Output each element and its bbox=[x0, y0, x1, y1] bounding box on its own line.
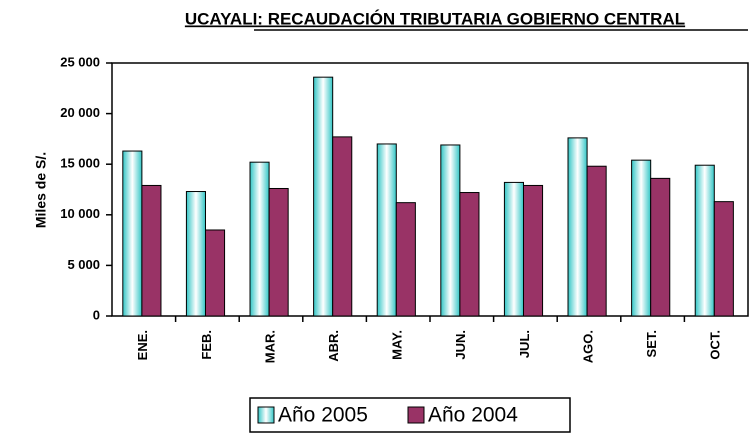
bar bbox=[204, 229, 226, 317]
y-tick-label: 15 000 bbox=[60, 156, 100, 171]
legend-label: Año 2004 bbox=[428, 404, 518, 427]
bar bbox=[459, 192, 480, 317]
x-tick-label: FEB. bbox=[199, 330, 214, 360]
bar bbox=[395, 202, 416, 317]
x-tick-label: SET. bbox=[644, 330, 659, 357]
y-tick-label: 20 000 bbox=[60, 105, 100, 120]
bar bbox=[313, 76, 334, 317]
y-tick-label: 5 000 bbox=[67, 257, 100, 272]
bar bbox=[332, 136, 353, 317]
x-tick-label: ABR. bbox=[326, 330, 341, 362]
x-tick-label: JUN. bbox=[453, 330, 468, 360]
bar bbox=[503, 181, 524, 317]
legend-label: Año 2005 bbox=[278, 404, 368, 427]
x-tick-label: ENE. bbox=[135, 330, 150, 360]
bar bbox=[713, 201, 734, 317]
legend-swatch bbox=[407, 406, 425, 424]
y-tick-label: 0 bbox=[93, 307, 100, 322]
bar bbox=[694, 164, 715, 317]
y-axis-label: Miles de S/. bbox=[33, 152, 49, 228]
legend-swatch bbox=[257, 406, 275, 424]
x-tick-label: OCT. bbox=[708, 330, 723, 360]
bar bbox=[586, 165, 607, 317]
bar bbox=[631, 159, 652, 317]
bar bbox=[522, 184, 544, 317]
y-tick-label: 10 000 bbox=[60, 206, 100, 221]
bar bbox=[122, 150, 143, 317]
bar bbox=[440, 144, 461, 317]
bar bbox=[268, 187, 289, 317]
bar bbox=[249, 161, 270, 317]
bar bbox=[376, 143, 397, 317]
x-tick-label: MAY. bbox=[390, 330, 405, 360]
chart-title: UCAYALI: RECAUDACIÓN TRIBUTARIA GOBIERNO… bbox=[185, 9, 685, 28]
bar bbox=[185, 191, 206, 317]
x-tick-label: JUL. bbox=[517, 330, 532, 358]
bar bbox=[650, 177, 671, 317]
bar bbox=[141, 184, 162, 317]
x-tick-label: MAR. bbox=[262, 330, 277, 363]
bar bbox=[567, 137, 588, 317]
y-tick-label: 25 000 bbox=[60, 54, 100, 69]
x-tick-label: AGO. bbox=[580, 330, 595, 363]
